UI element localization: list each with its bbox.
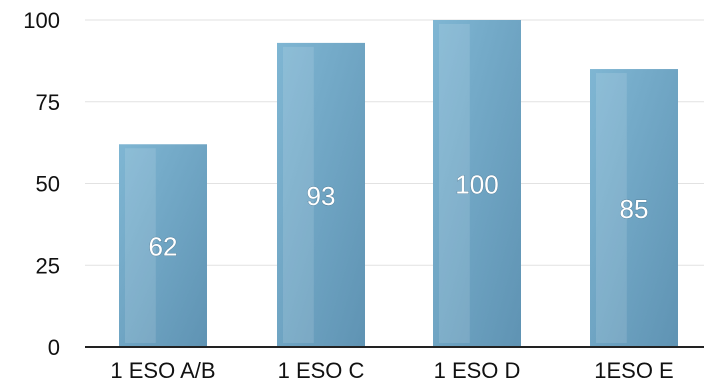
label-layer: 0 25 50 75 100 62 1 ESO A/B 93 1 ESO C 100 1 ESO D… (23, 8, 673, 383)
bar-value-label: 62 (149, 232, 178, 262)
x-category-label: 1ESO E (594, 358, 673, 383)
y-tick-label: 25 (36, 253, 60, 278)
y-tick-label: 75 (36, 90, 60, 115)
bar (277, 42, 365, 347)
x-category-label: 1 ESO C (278, 358, 365, 383)
bar-value-label: 100 (455, 170, 498, 200)
bar (590, 69, 678, 348)
bar-highlight (439, 24, 470, 343)
bar (119, 144, 207, 347)
bar (433, 20, 521, 347)
bar-highlight (596, 73, 627, 344)
x-category-label: 1 ESO A/B (110, 358, 215, 383)
bar-value-label: 93 (307, 181, 336, 211)
y-tick-label: 50 (36, 172, 60, 197)
y-tick-label: 100 (23, 8, 60, 33)
x-category-label: 1 ESO D (434, 358, 521, 383)
y-tick-label: 0 (48, 335, 60, 360)
bar-highlight (125, 148, 156, 343)
bar-value-label: 85 (620, 194, 649, 224)
bar-highlight (283, 46, 314, 343)
bar-layer (119, 20, 678, 348)
